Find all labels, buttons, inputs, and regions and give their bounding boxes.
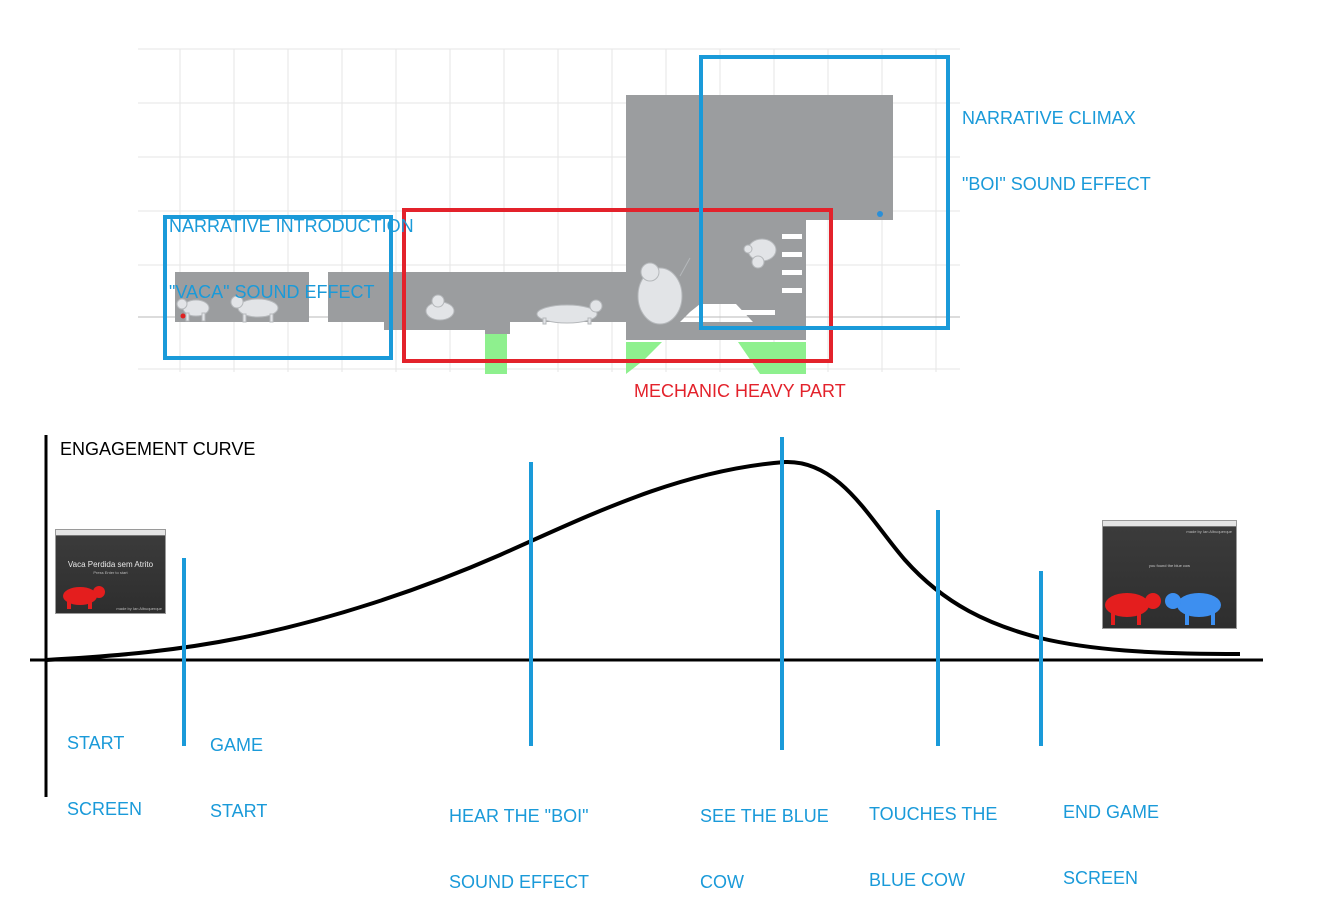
start-thumbnail-subtitle: Press Enter to start <box>93 570 128 575</box>
engagement-curve <box>45 459 1241 662</box>
cows-meeting-icon <box>1105 593 1221 625</box>
end-screen-thumbnail: made by Ian Albuquerque you found the bl… <box>1102 520 1237 629</box>
mechanic-label: MECHANIC HEAVY PART <box>634 381 846 401</box>
marker-lines <box>182 437 1043 750</box>
intro-label-line2: "VACA" SOUND EFFECT <box>169 282 375 302</box>
end-thumbnail-credit: made by Ian Albuquerque <box>1186 529 1232 534</box>
concept-diagram <box>30 48 1263 797</box>
marker-label-end-game-screen: END GAME SCREEN <box>1063 802 1160 888</box>
mechanic-region-box <box>402 208 833 363</box>
cow-icon <box>425 294 455 321</box>
marker-label-touches-blue-cow: TOUCHES THE BLUE COW <box>869 804 998 890</box>
platform-corridor <box>328 95 893 340</box>
marker-label-game-start: GAME START <box>210 735 268 821</box>
cow-icon <box>536 299 603 325</box>
green-zone-3 <box>738 342 806 374</box>
climax-label-line2: "BOI" SOUND EFFECT <box>962 174 1151 194</box>
marker-label-start-screen: START SCREEN <box>67 733 143 819</box>
climax-label: NARRATIVE CLIMAX "BOI" SOUND EFFECT <box>962 63 1151 217</box>
start-thumbnail-title: Vaca Perdida sem Atrito <box>67 560 154 569</box>
red-cow-icon <box>63 586 105 609</box>
green-zone-2 <box>626 342 662 374</box>
green-goal-zones <box>485 334 806 374</box>
engagement-title: ENGAGEMENT CURVE <box>60 439 256 459</box>
platform-low-right <box>626 322 806 340</box>
climax-label-line1: NARRATIVE CLIMAX <box>962 108 1136 128</box>
intro-label: NARRATIVE INTRODUCTION "VACA" SOUND EFFE… <box>169 171 414 325</box>
cow-icon <box>743 238 777 269</box>
climax-region-box <box>699 55 950 330</box>
intro-region-box <box>163 215 393 360</box>
cow-icon <box>176 298 210 322</box>
thumbnail-titlebar <box>1103 521 1236 527</box>
end-thumbnail-message: you found the blue cow <box>1148 563 1191 568</box>
blue-cow-marker <box>877 211 883 217</box>
white-ledges <box>735 234 802 315</box>
intro-label-line1: NARRATIVE INTRODUCTION <box>169 216 414 236</box>
marker-label-hear-boi: HEAR THE "BOI" SOUND EFFECT <box>449 806 590 892</box>
cow-icon <box>230 295 279 323</box>
start-screen-thumbnail: Vaca Perdida sem Atrito Press Enter to s… <box>55 529 166 614</box>
start-thumbnail-credit: made by Ian Albuquerque <box>116 606 162 611</box>
thumbnail-titlebar <box>56 530 165 536</box>
marker-label-see-blue-cow: SEE THE BLUE COW <box>700 806 829 892</box>
block-low-middle <box>485 322 510 334</box>
cow-icon <box>637 257 691 325</box>
green-zone-1 <box>485 334 507 374</box>
